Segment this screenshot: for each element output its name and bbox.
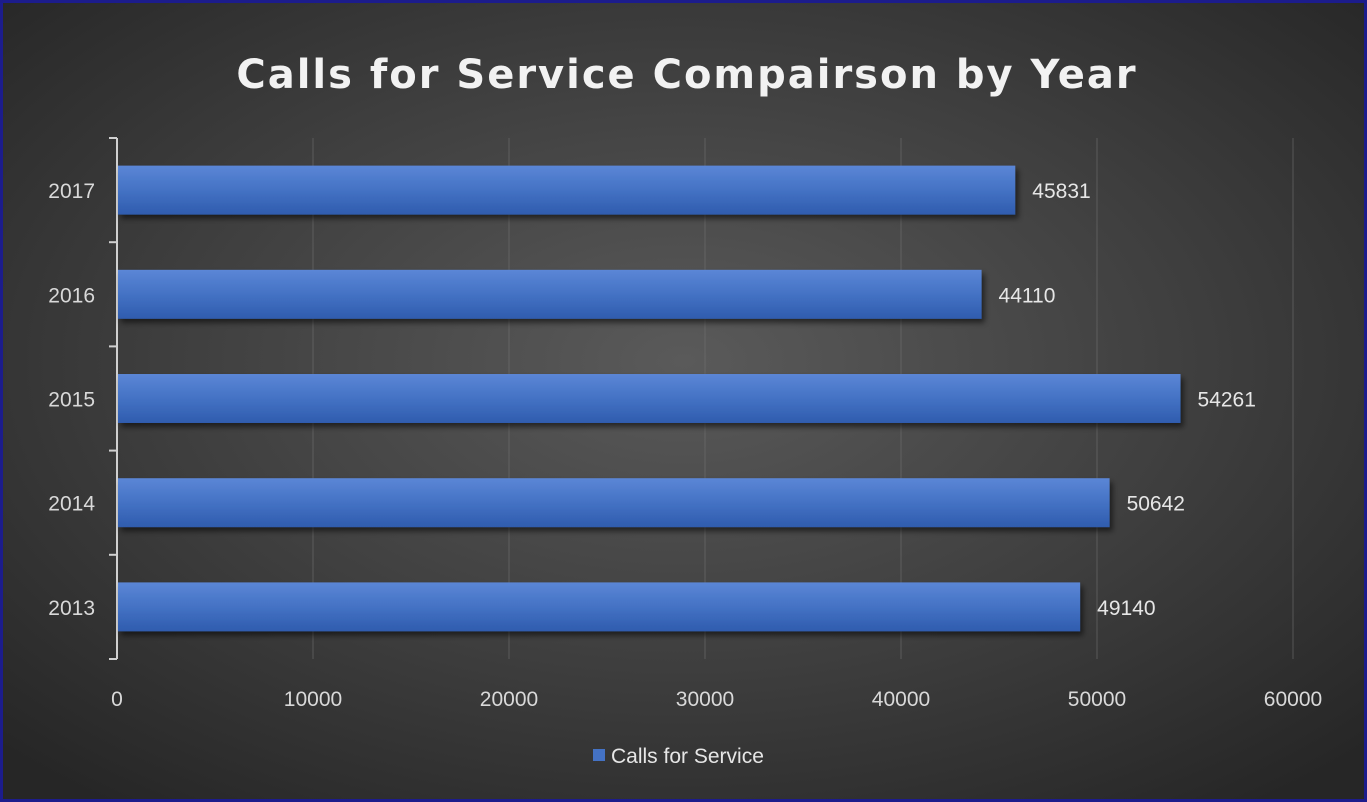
bar-2016: [118, 269, 982, 319]
data-label-2014: 50642: [1127, 493, 1185, 516]
bar-2015: [118, 374, 1181, 423]
legend-label: Calls for Service: [611, 745, 764, 768]
legend: Calls for Service: [593, 745, 764, 768]
bar-series: [118, 165, 1181, 632]
value-tick-label: 20000: [480, 688, 538, 711]
chart-title: Calls for Service Compairson by Year: [236, 52, 1137, 98]
bar-2014: [118, 478, 1110, 528]
data-label-2017: 45831: [1032, 180, 1090, 203]
data-label-2013: 49140: [1097, 597, 1155, 620]
bar-chart: Calls for Service Compairson by Year 458…: [48, 52, 1322, 768]
category-label-2013: 2013: [48, 597, 95, 620]
category-label-2017: 2017: [48, 180, 95, 203]
category-tick-labels: 2017 2016 2015 2014 2013: [48, 180, 95, 620]
category-label-2015: 2015: [48, 389, 95, 412]
value-tick-label: 10000: [284, 688, 342, 711]
bar-2017: [118, 165, 1016, 215]
data-label-2015: 54261: [1198, 389, 1256, 412]
value-tick-label: 30000: [676, 688, 734, 711]
value-tick-labels: 0 10000 20000 30000 40000 50000 60000: [111, 688, 1322, 711]
category-axis: [109, 137, 118, 660]
value-tick-label: 40000: [872, 688, 930, 711]
category-label-2016: 2016: [48, 284, 95, 307]
value-tick-label: 50000: [1068, 688, 1126, 711]
value-tick-label: 60000: [1264, 688, 1322, 711]
data-labels: 45831 44110 54261 50642 49140: [999, 180, 1256, 620]
data-label-2016: 44110: [999, 284, 1056, 307]
category-label-2014: 2014: [48, 493, 95, 516]
bar-2013: [118, 582, 1081, 632]
value-tick-label: 0: [111, 688, 123, 711]
legend-swatch: [593, 749, 605, 761]
